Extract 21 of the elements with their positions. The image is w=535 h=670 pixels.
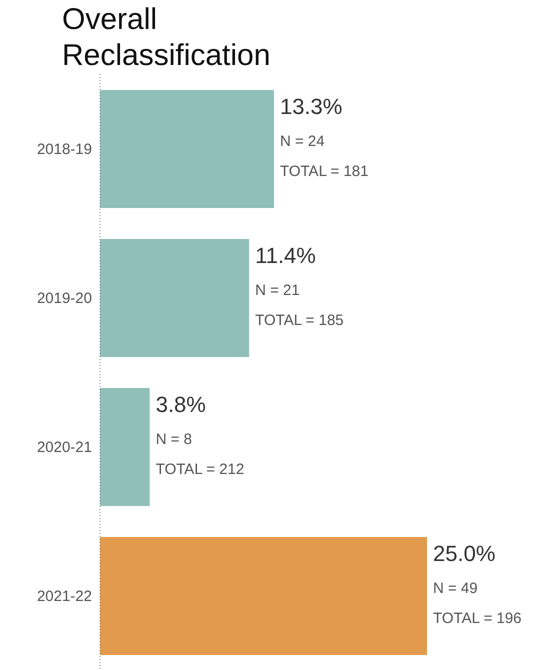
annotation: N = 8 [156,431,192,448]
annotation: TOTAL = 185 [255,312,344,329]
bar [100,537,427,655]
data-label: 3.8% [156,392,206,417]
annotation: N = 49 [433,580,478,597]
y-tick-label: 2020-21 [36,438,92,456]
chart-title: Overall Reclassification [62,2,270,74]
annotation: TOTAL = 196 [433,610,522,627]
data-label: 13.3% [280,94,342,119]
y-tick-label: 2021-22 [36,588,92,605]
y-tick-label: 2018-19 [36,140,92,158]
bar [100,388,150,506]
annotation: TOTAL = 212 [156,461,244,478]
data-label: 11.4% [255,243,316,268]
data-label: 25.0% [433,541,496,566]
annotation: N = 24 [280,133,325,150]
y-tick-label: 2019-20 [36,290,92,307]
bar [100,239,250,357]
annotation: TOTAL = 181 [280,163,368,180]
bar [100,90,274,208]
annotation: N = 21 [255,282,300,299]
